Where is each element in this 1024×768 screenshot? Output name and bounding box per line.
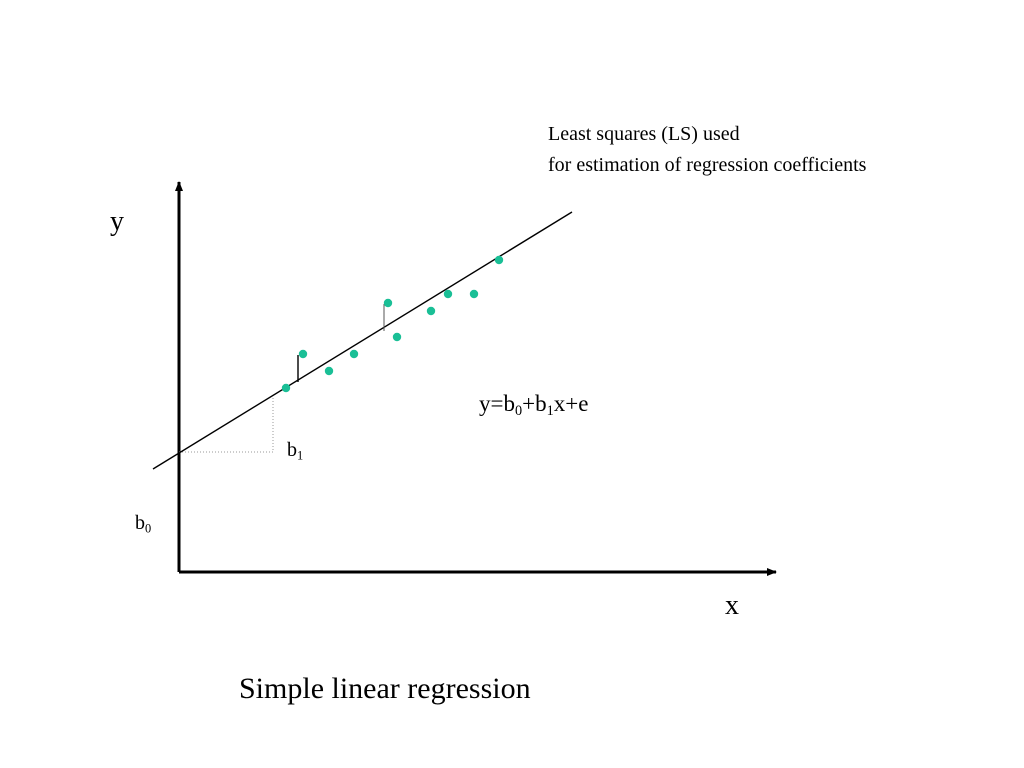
intercept-label: b0 <box>135 512 152 536</box>
ls-note-line-1: Least squares (LS) used <box>548 123 740 145</box>
data-point <box>426 306 436 316</box>
ls-note-line-2: for estimation of regression coefficient… <box>548 154 867 176</box>
data-point <box>383 298 393 308</box>
data-point <box>324 366 334 376</box>
slide-caption: Simple linear regression <box>239 672 531 705</box>
data-point <box>392 332 402 342</box>
y-axis-label: y <box>110 206 124 237</box>
data-point <box>281 383 291 393</box>
x-axis-label: x <box>725 590 739 621</box>
regression-equation: y=b0+b1x+e <box>479 391 589 419</box>
slope-guide <box>179 397 274 453</box>
data-point <box>469 289 479 299</box>
data-point <box>298 349 308 359</box>
ls-note: Least squares (LS) used for estimation o… <box>548 119 866 181</box>
data-point <box>443 289 453 299</box>
regression-line <box>152 211 573 470</box>
data-point <box>494 255 504 265</box>
data-point <box>349 349 359 359</box>
slope-label: b1 <box>287 439 304 463</box>
